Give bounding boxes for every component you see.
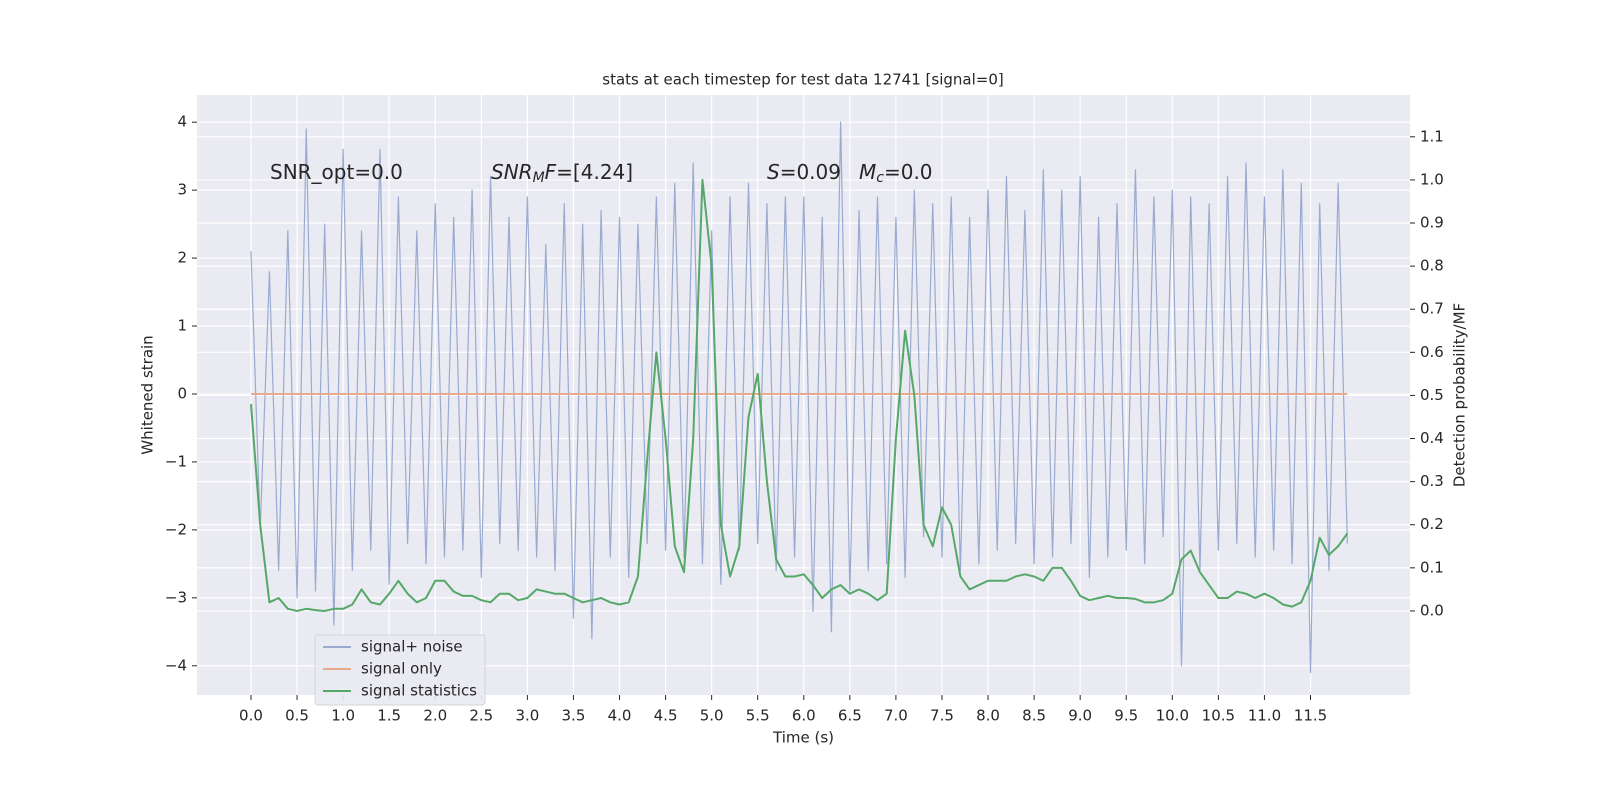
- y2-tick-label: 0.2: [1420, 515, 1444, 533]
- x-tick-label: 0.5: [285, 707, 309, 725]
- x-tick-label: 4.5: [654, 707, 678, 725]
- y-tick-label: 2: [177, 249, 187, 267]
- y-tick-label: −4: [165, 656, 187, 674]
- y2-tick-label: 0.9: [1420, 214, 1444, 232]
- annotation: SNRMF=[4.24]: [491, 160, 633, 187]
- y2-tick-label: 0.0: [1420, 601, 1444, 619]
- y-tick-label: −1: [165, 452, 187, 470]
- x-tick-label: 5.5: [746, 707, 770, 725]
- legend-label: signal statistics: [361, 682, 477, 700]
- annotation: SNR_opt=0.0: [270, 160, 403, 184]
- annotation-part: F: [545, 160, 557, 184]
- legend-label: signal only: [361, 660, 442, 678]
- x-tick-label: 11.5: [1294, 707, 1327, 725]
- annotation: S=0.09: [767, 160, 841, 184]
- x-tick-label: 3.0: [515, 707, 539, 725]
- y-tick-label: 0: [177, 384, 187, 402]
- x-tick-label: 1.0: [331, 707, 355, 725]
- y-axis-label: Whitened strain: [139, 335, 157, 454]
- y2-tick-label: 0.1: [1420, 558, 1444, 576]
- x-tick-label: 3.5: [562, 707, 586, 725]
- annotation-part: S: [767, 160, 780, 184]
- x-tick-label: 8.0: [976, 707, 1000, 725]
- annotation-part: M: [859, 160, 876, 184]
- y-tick-label: 3: [177, 181, 187, 199]
- x-tick-label: 4.0: [608, 707, 632, 725]
- x-tick-label: 11.0: [1248, 707, 1281, 725]
- x-tick-label: 0.0: [239, 707, 263, 725]
- annotation: Mc=0.0: [859, 160, 933, 187]
- y2-tick-label: 0.8: [1420, 257, 1444, 275]
- x-tick-label: 9.0: [1068, 707, 1092, 725]
- x-tick-label: 8.5: [1022, 707, 1046, 725]
- x-tick-label: 6.0: [792, 707, 816, 725]
- y2-tick-label: 0.5: [1420, 386, 1444, 404]
- x-tick-label: 7.0: [884, 707, 908, 725]
- y2-tick-label: 0.6: [1420, 343, 1444, 361]
- x-tick-label: 10.5: [1202, 707, 1235, 725]
- x-tick-label: 2.0: [423, 707, 447, 725]
- data-line: [249, 178, 1349, 612]
- legend-label: signal+ noise: [361, 638, 463, 656]
- annotation-part: =[4.24]: [556, 160, 633, 184]
- annotation-part: SNR_opt=0.0: [270, 160, 403, 184]
- annotation-part: =0.0: [884, 160, 933, 184]
- data-line: [250, 121, 1348, 674]
- y2-tick-label: 0.4: [1420, 429, 1444, 447]
- annotation-part: SNR: [491, 160, 533, 184]
- x-tick-label: 2.5: [469, 707, 493, 725]
- x-tick-label: 6.5: [838, 707, 862, 725]
- y-tick-label: 4: [177, 113, 187, 131]
- y-tick-label: 1: [177, 317, 187, 335]
- annotation-part: M: [533, 170, 545, 186]
- y2-tick-label: 1.0: [1420, 170, 1444, 188]
- x-tick-label: 10.0: [1156, 707, 1189, 725]
- chart-title: stats at each timestep for test data 127…: [602, 71, 1003, 89]
- x-tick-label: 1.5: [377, 707, 401, 725]
- x-tick-label: 9.5: [1114, 707, 1138, 725]
- y2-tick-label: 0.7: [1420, 300, 1444, 318]
- y2-tick-label: 0.3: [1420, 472, 1444, 490]
- x-tick-label: 7.5: [930, 707, 954, 725]
- annotation-part: c: [876, 170, 884, 186]
- legend-box: [314, 634, 486, 706]
- y-tick-label: −3: [165, 588, 187, 606]
- y-tick-label: −2: [165, 520, 187, 538]
- x-tick-label: 5.0: [700, 707, 724, 725]
- y2-axis-label: Detection probability/MF: [1451, 303, 1469, 487]
- x-axis-label: Time (s): [772, 729, 834, 747]
- y2-tick-label: 1.1: [1420, 127, 1444, 145]
- annotation-part: =0.09: [780, 160, 841, 184]
